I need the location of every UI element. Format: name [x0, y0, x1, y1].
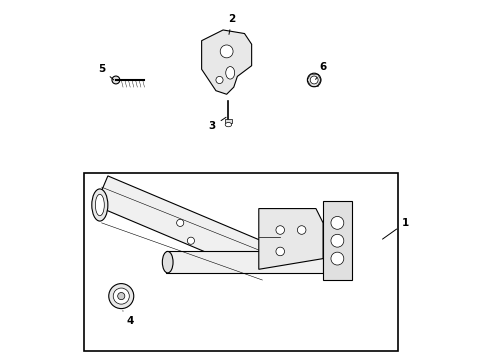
Circle shape — [220, 45, 233, 58]
Text: 5: 5 — [98, 64, 114, 80]
Ellipse shape — [162, 251, 173, 273]
Ellipse shape — [118, 293, 124, 300]
PathPatch shape — [95, 176, 268, 273]
Circle shape — [275, 247, 284, 256]
Text: 4: 4 — [122, 311, 134, 326]
Ellipse shape — [92, 189, 108, 221]
Ellipse shape — [309, 76, 317, 84]
Ellipse shape — [113, 288, 129, 304]
Ellipse shape — [95, 194, 104, 216]
Text: 6: 6 — [315, 63, 326, 80]
Circle shape — [330, 252, 343, 265]
Circle shape — [297, 226, 305, 234]
Ellipse shape — [225, 122, 231, 127]
Text: 3: 3 — [208, 117, 225, 131]
PathPatch shape — [165, 251, 323, 273]
Polygon shape — [323, 202, 351, 280]
Bar — [83, 173, 397, 351]
Ellipse shape — [307, 73, 320, 87]
Circle shape — [330, 216, 343, 229]
Circle shape — [275, 226, 284, 234]
Circle shape — [330, 234, 343, 247]
Circle shape — [187, 237, 194, 244]
Text: 1: 1 — [382, 218, 408, 239]
Text: 2: 2 — [228, 14, 235, 35]
Polygon shape — [258, 208, 323, 269]
Circle shape — [216, 76, 223, 84]
Ellipse shape — [108, 284, 134, 309]
Bar — [224, 118, 231, 123]
Ellipse shape — [112, 76, 120, 84]
Ellipse shape — [225, 67, 234, 79]
Polygon shape — [201, 30, 251, 94]
Circle shape — [176, 219, 183, 226]
